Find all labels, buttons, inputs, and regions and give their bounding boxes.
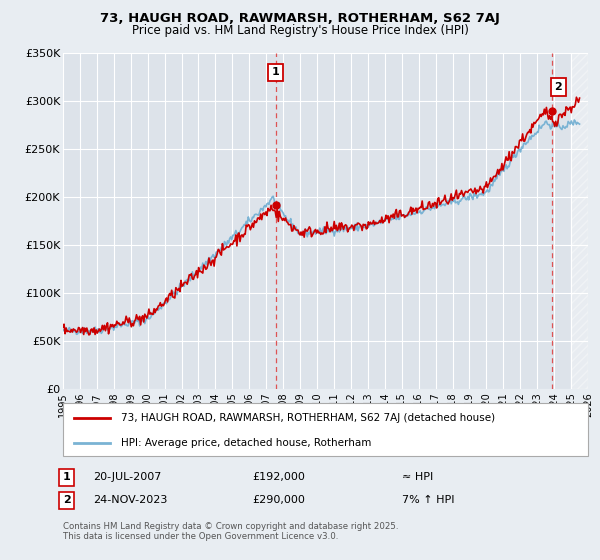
- Text: 20-JUL-2007: 20-JUL-2007: [93, 472, 161, 482]
- Text: 73, HAUGH ROAD, RAWMARSH, ROTHERHAM, S62 7AJ (detached house): 73, HAUGH ROAD, RAWMARSH, ROTHERHAM, S62…: [121, 413, 495, 423]
- Text: 2: 2: [63, 495, 71, 505]
- Text: 1: 1: [272, 67, 280, 77]
- FancyBboxPatch shape: [63, 403, 588, 456]
- Text: 7% ↑ HPI: 7% ↑ HPI: [402, 495, 455, 505]
- Text: 24-NOV-2023: 24-NOV-2023: [93, 495, 167, 505]
- Text: Price paid vs. HM Land Registry's House Price Index (HPI): Price paid vs. HM Land Registry's House …: [131, 24, 469, 36]
- Text: Contains HM Land Registry data © Crown copyright and database right 2025.
This d: Contains HM Land Registry data © Crown c…: [63, 522, 398, 542]
- Bar: [571, 53, 588, 389]
- Text: 2: 2: [554, 82, 562, 92]
- Text: 1: 1: [63, 472, 71, 482]
- Text: ≈ HPI: ≈ HPI: [402, 472, 433, 482]
- Text: £192,000: £192,000: [252, 472, 305, 482]
- Text: 73, HAUGH ROAD, RAWMARSH, ROTHERHAM, S62 7AJ: 73, HAUGH ROAD, RAWMARSH, ROTHERHAM, S62…: [100, 12, 500, 25]
- Text: £290,000: £290,000: [252, 495, 305, 505]
- Text: HPI: Average price, detached house, Rotherham: HPI: Average price, detached house, Roth…: [121, 437, 371, 447]
